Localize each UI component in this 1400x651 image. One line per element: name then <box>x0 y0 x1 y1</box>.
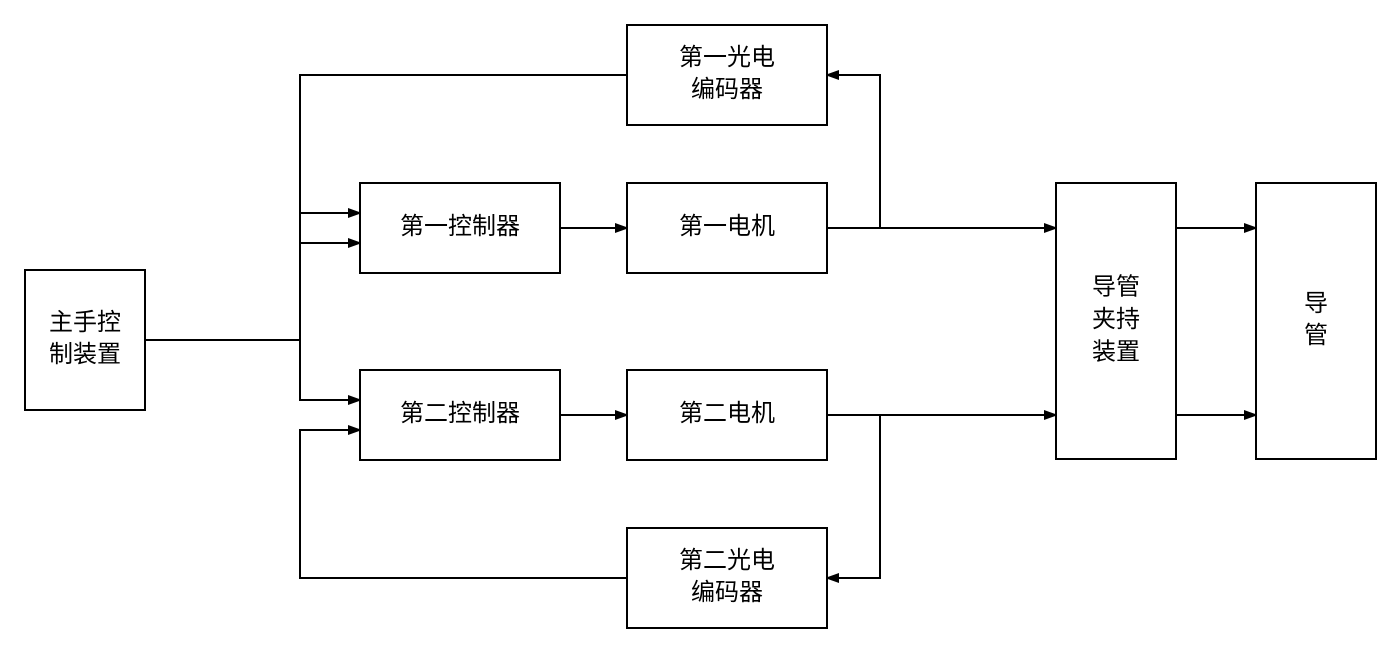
node-label: 第一电机 <box>679 213 775 240</box>
node-master: 主手控制装置 <box>25 270 145 410</box>
edge <box>827 75 880 228</box>
node-rect <box>25 270 145 410</box>
node-enc1: 第一光电编码器 <box>627 25 827 125</box>
nodes-layer: 主手控制装置 第一控制器第二控制器 第一光电编码器第一电机第二电机第二光电编码器 导管… <box>25 25 1376 628</box>
node-ctrl1: 第一控制器 <box>360 183 560 273</box>
node-ctrl2: 第二控制器 <box>360 370 560 460</box>
node-label: 第一控制器 <box>400 213 520 240</box>
node-rect <box>627 528 827 628</box>
node-enc2: 第二光电编码器 <box>627 528 827 628</box>
node-clamp: 导管夹持装置 <box>1056 183 1176 459</box>
node-rect <box>1256 183 1376 459</box>
node-catheter: 导管 <box>1256 183 1376 459</box>
edge <box>145 340 360 400</box>
edge <box>145 213 360 340</box>
edge <box>827 415 880 578</box>
flowchart-diagram: 主手控制装置 第一控制器第二控制器 第一光电编码器第一电机第二电机第二光电编码器 导管… <box>0 0 1400 651</box>
node-label: 第二控制器 <box>400 400 520 427</box>
node-label: 导管夹持装置 <box>1092 273 1140 365</box>
node-motor2: 第二电机 <box>627 370 827 460</box>
node-rect <box>627 25 827 125</box>
node-label: 第二电机 <box>679 400 775 427</box>
node-motor1: 第一电机 <box>627 183 827 273</box>
